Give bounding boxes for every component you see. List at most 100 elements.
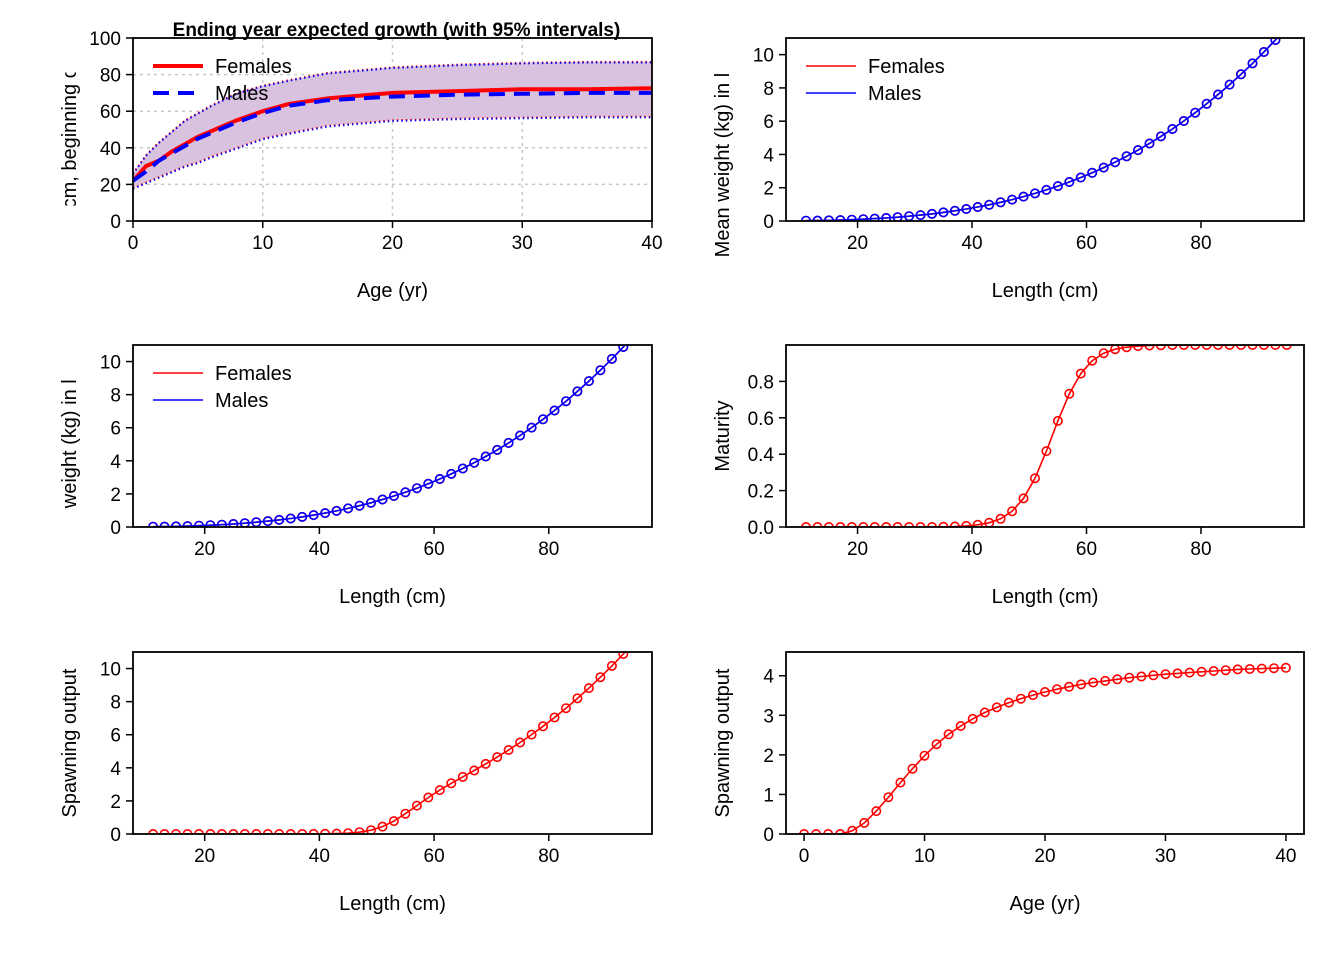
males-point — [549, 405, 560, 416]
x-axis-title: Length (cm) — [992, 280, 1099, 302]
series-point — [434, 785, 445, 796]
y-tick-label: 0 — [763, 212, 774, 233]
series-point — [967, 713, 978, 724]
y-tick-label: 0.4 — [748, 445, 775, 466]
y-tick-label: 2 — [110, 485, 121, 506]
y-tick-label: 0.6 — [748, 409, 774, 430]
x-tick-label: 40 — [309, 539, 330, 560]
males-point — [434, 473, 445, 484]
legend-label-females: Females — [868, 56, 945, 78]
males-point — [949, 205, 960, 216]
y-tick-label: 10 — [753, 46, 774, 67]
series-point — [847, 825, 858, 834]
series-point — [631, 637, 639, 645]
series-point — [1270, 345, 1281, 350]
y-tick-label: 40 — [100, 139, 121, 160]
y-tick-label: 10 — [100, 353, 121, 374]
males-point — [560, 396, 571, 407]
series-point — [961, 520, 972, 527]
series-point — [457, 771, 468, 782]
series-point — [1232, 664, 1243, 675]
series-point — [377, 821, 388, 832]
males-point — [377, 494, 388, 505]
series-point — [423, 792, 434, 803]
y-tick-label: 2 — [763, 179, 774, 200]
males-point — [503, 437, 514, 448]
males-point — [1098, 162, 1109, 173]
series-point — [1220, 665, 1231, 676]
y-axis-title: Mean weight (kg) in last year — [59, 308, 81, 564]
series-point — [883, 792, 894, 803]
x-tick-label: 40 — [309, 846, 330, 867]
males-point — [1167, 124, 1178, 135]
males-point — [1178, 116, 1189, 127]
x-axis-title: Age (yr) — [1009, 893, 1080, 915]
males-point — [1270, 38, 1281, 45]
plot-area — [148, 637, 639, 834]
series-point — [537, 721, 548, 732]
x-axis-title: Length (cm) — [339, 586, 446, 608]
series-point — [1167, 345, 1178, 350]
series-point — [480, 758, 491, 769]
males-point — [1110, 157, 1121, 168]
males-point — [926, 208, 937, 219]
series-point — [1028, 690, 1039, 701]
series-point — [871, 806, 882, 817]
males-point — [1075, 172, 1086, 183]
males-point — [1052, 181, 1063, 192]
males-point — [984, 199, 995, 210]
series-point — [1040, 686, 1051, 697]
legend-label-females: Females — [215, 56, 292, 78]
series-point — [1196, 666, 1207, 677]
males-point — [285, 513, 296, 524]
y-tick-label: 8 — [110, 693, 121, 714]
x-tick-label: 40 — [1275, 846, 1296, 867]
series-point — [1052, 684, 1063, 695]
series-point — [1112, 674, 1123, 685]
males-point — [1224, 79, 1235, 90]
x-tick-label: 80 — [1190, 539, 1211, 560]
males-point — [388, 490, 399, 501]
series-point — [606, 660, 617, 671]
males-point — [1144, 138, 1155, 149]
plot-area — [801, 345, 1292, 527]
legend-label-males: Males — [215, 83, 268, 105]
males-point — [892, 212, 903, 221]
males-point — [365, 497, 376, 508]
x-tick-label: 0 — [799, 846, 810, 867]
plot-area — [148, 345, 629, 527]
series-point — [1247, 345, 1258, 350]
y-tick-label: 4 — [763, 145, 774, 166]
females-point — [1283, 23, 1291, 31]
males-point — [331, 505, 342, 516]
males-point — [515, 430, 526, 441]
series-point — [1160, 669, 1171, 680]
series-point — [1244, 663, 1255, 674]
males-point — [572, 386, 583, 397]
males-point — [1133, 145, 1144, 156]
x-axis-title: Length (cm) — [992, 586, 1099, 608]
legend-label-males: Males — [215, 390, 268, 412]
males-point — [343, 503, 354, 514]
x-tick-label: 0 — [128, 233, 139, 254]
males-point — [961, 204, 972, 215]
males-point — [1121, 151, 1132, 162]
x-tick-label: 30 — [512, 233, 533, 254]
x-tick-label: 10 — [914, 846, 935, 867]
series-point — [1184, 667, 1195, 678]
x-tick-label: 20 — [847, 233, 868, 254]
males-point — [320, 508, 331, 519]
males-point — [297, 511, 308, 522]
y-tick-label: 0.0 — [748, 518, 774, 539]
series-point — [1124, 672, 1135, 683]
series-point — [1256, 663, 1267, 674]
y-tick-label: 20 — [100, 175, 121, 196]
y-tick-label: 0.8 — [748, 372, 774, 393]
series-point — [1015, 693, 1026, 704]
series-point — [515, 737, 526, 748]
x-tick-label: 10 — [252, 233, 273, 254]
legend: Females Males — [153, 56, 292, 105]
y-tick-label: 8 — [110, 386, 121, 407]
males-point — [492, 444, 503, 455]
